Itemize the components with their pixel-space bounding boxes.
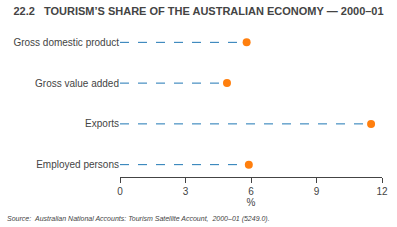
svg-text:12: 12 bbox=[376, 186, 388, 197]
svg-text:Exports: Exports bbox=[85, 118, 119, 129]
svg-text:6: 6 bbox=[248, 186, 254, 197]
svg-text:3: 3 bbox=[183, 186, 189, 197]
svg-text:Employed persons: Employed persons bbox=[36, 159, 119, 170]
svg-text:9: 9 bbox=[314, 186, 320, 197]
svg-text:Gross value added: Gross value added bbox=[35, 78, 119, 89]
svg-text:22.2 TOURISM’S SHARE OF THE: 22.2 TOURISM’S SHARE OF THE AUSTRALIAN E… bbox=[13, 5, 383, 17]
svg-text:Gross domestic product: Gross domestic product bbox=[13, 37, 119, 48]
svg-text:0: 0 bbox=[117, 186, 123, 197]
svg-text:Source: Australian National A: Source: Australian National Accounts: To… bbox=[7, 215, 270, 223]
svg-text:%: % bbox=[247, 197, 256, 208]
